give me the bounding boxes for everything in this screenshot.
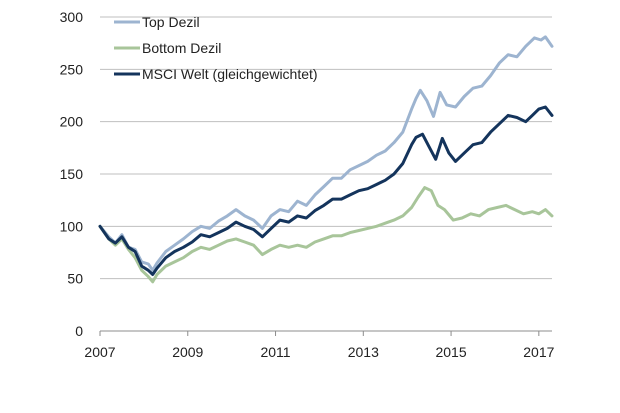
legend-label-1: Bottom Dezil xyxy=(142,40,221,56)
series-line-0 xyxy=(98,35,554,272)
legend-label-0: Top Dezil xyxy=(142,14,200,30)
y-tick-label: 200 xyxy=(60,114,84,130)
x-tick-label: 2009 xyxy=(172,344,203,360)
y-tick-label: 50 xyxy=(67,271,83,287)
y-tick-labels: 0 50 100 150 200 250 300 xyxy=(60,9,84,339)
y-tick-label: 150 xyxy=(60,166,84,182)
x-tick-label: 2013 xyxy=(348,344,379,360)
y-tick-label: 100 xyxy=(60,218,84,234)
legend-label-2: MSCI Welt (gleichgewichtet) xyxy=(142,66,318,82)
x-tick-labels: 2007 2009 2011 2013 2015 2017 xyxy=(84,344,554,360)
series-line-2 xyxy=(98,105,554,276)
grid-lines xyxy=(100,16,552,280)
series-line-1 xyxy=(98,186,554,284)
axes xyxy=(99,330,552,336)
x-tick-label: 2007 xyxy=(84,344,115,360)
y-tick-label: 0 xyxy=(75,323,83,339)
x-tick-label: 2011 xyxy=(260,344,290,360)
series-lines xyxy=(98,35,554,284)
y-tick-label: 250 xyxy=(60,61,84,77)
y-tick-label: 300 xyxy=(60,9,84,25)
x-tick-label: 2015 xyxy=(435,344,466,360)
legend: Top Dezil Bottom Dezil MSCI Welt (gleichge… xyxy=(114,14,318,82)
x-tick-label: 2017 xyxy=(523,344,554,360)
